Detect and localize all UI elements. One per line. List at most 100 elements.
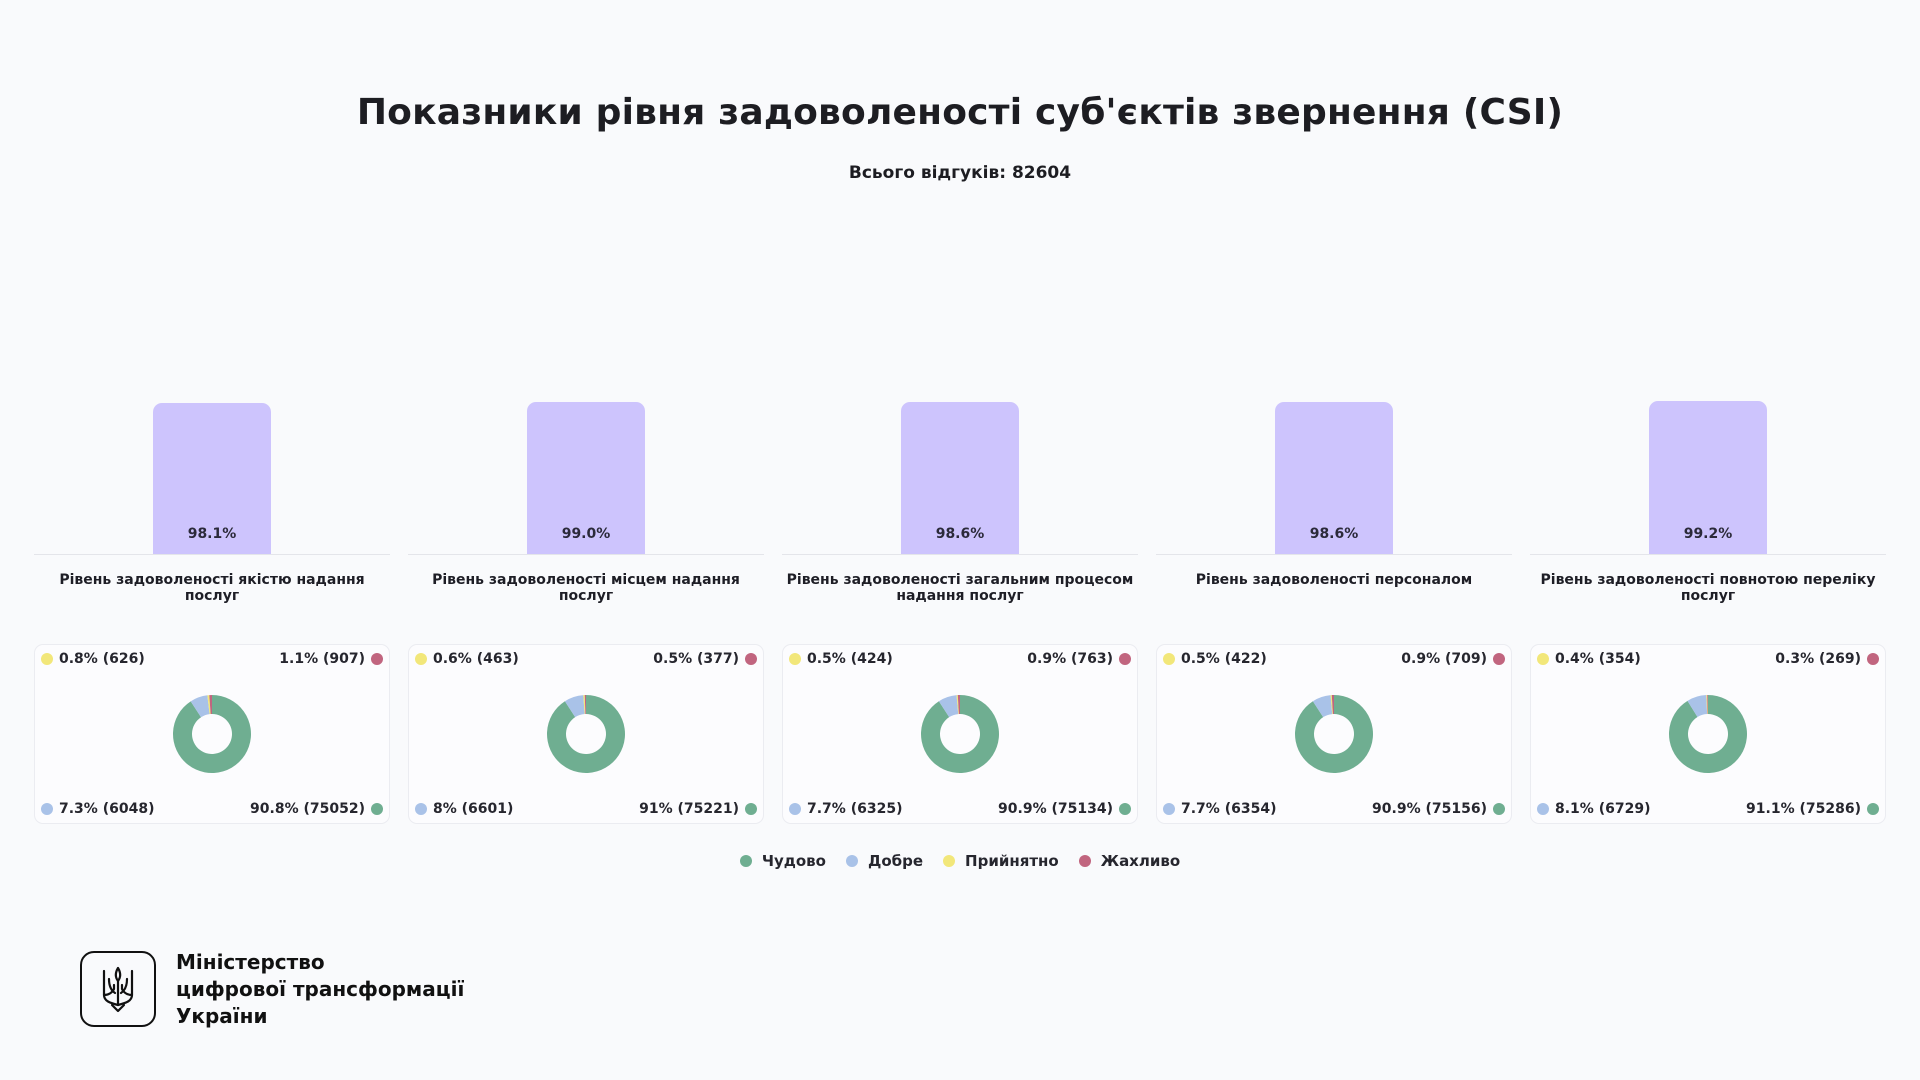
category-label: Рівень задоволеності персоналом xyxy=(1195,572,1473,588)
breakdown-acceptable: 0.8% (626) xyxy=(41,651,145,667)
ministry-name-line: України xyxy=(176,1004,268,1028)
great-dot xyxy=(1493,803,1505,815)
chart-legend: Чудово Добре Прийнятно Жахливо xyxy=(0,852,1920,870)
bar xyxy=(527,401,645,554)
bar-value-label: 98.1% xyxy=(187,526,237,542)
donut-slice-great xyxy=(921,695,999,773)
breakdown-great: 90.9% (75134) xyxy=(998,801,1131,817)
breakdown-good-label: 8% (6601) xyxy=(433,801,514,817)
legend-label: Жахливо xyxy=(1100,852,1181,870)
legend-label: Чудово xyxy=(761,852,826,870)
donut-slice-terrible xyxy=(584,695,586,715)
donut-slice-great xyxy=(1669,695,1747,773)
breakdown-good: 7.3% (6048) xyxy=(41,801,154,817)
good-dot xyxy=(41,803,53,815)
donut-chart xyxy=(547,695,625,773)
donut-slice-good xyxy=(938,695,959,718)
good-dot xyxy=(845,855,858,867)
good-dot xyxy=(1163,803,1175,815)
donut-slice-terrible xyxy=(1331,695,1334,715)
breakdown-acceptable: 0.5% (422) xyxy=(1163,651,1267,667)
breakdown-terrible: 1.1% (907) xyxy=(279,651,383,667)
donut-slice-great xyxy=(1295,695,1373,773)
breakdown-terrible-label: 0.3% (269) xyxy=(1775,651,1861,667)
bar xyxy=(901,402,1019,554)
donut-slice-acceptable xyxy=(207,695,211,715)
ministry-name-line: Міністерство xyxy=(176,950,325,974)
terrible-dot xyxy=(1867,653,1879,665)
breakdown-terrible-label: 0.5% (377) xyxy=(653,651,739,667)
breakdown-great: 91% (75221) xyxy=(639,801,757,817)
breakdown-great-label: 90.9% (75134) xyxy=(998,801,1113,817)
breakdown-acceptable: 0.6% (463) xyxy=(415,651,519,667)
terrible-dot xyxy=(1493,653,1505,665)
good-dot xyxy=(1537,803,1549,815)
breakdown-good-label: 7.7% (6354) xyxy=(1181,801,1277,817)
donut-chart xyxy=(921,695,999,773)
breakdown-acceptable: 0.5% (424) xyxy=(789,651,893,667)
breakdown-acceptable: 0.4% (354) xyxy=(1537,651,1641,667)
total-responses: Всього відгуків: 82604 xyxy=(848,163,1072,183)
donut-slice-great xyxy=(173,695,251,773)
acceptable-dot xyxy=(41,653,53,665)
donut-slice-terrible xyxy=(1707,695,1708,715)
donut-slice-good xyxy=(1687,695,1708,717)
breakdown-card: 0.8% (626) 1.1% (907) 7.3% (6048) 90.8% (75… xyxy=(34,644,390,824)
donut-chart xyxy=(1295,695,1373,773)
chart-column: 98.6% Рівень задоволеності персоналом 0.5%… xyxy=(1156,390,1512,824)
terrible-dot xyxy=(1078,855,1091,867)
page-title: Показники рівня задоволеності суб'єктів … xyxy=(356,92,1564,133)
breakdown-acceptable-label: 0.6% (463) xyxy=(433,651,519,667)
breakdown-acceptable-label: 0.8% (626) xyxy=(59,651,145,667)
good-dot xyxy=(789,803,801,815)
great-dot xyxy=(739,855,752,867)
breakdown-good: 7.7% (6325) xyxy=(789,801,902,817)
donut-slice-acceptable xyxy=(1330,695,1333,715)
chart-column: 98.6% Рівень задоволеності загальним проц… xyxy=(782,390,1138,824)
great-dot xyxy=(745,803,757,815)
breakdown-great: 91.1% (75286) xyxy=(1746,801,1879,817)
legend-label: Добре xyxy=(867,852,924,870)
breakdown-terrible: 0.9% (763) xyxy=(1027,651,1131,667)
breakdown-great-label: 91% (75221) xyxy=(639,801,739,817)
trident-icon xyxy=(102,966,134,1013)
breakdown-great-label: 90.9% (75156) xyxy=(1372,801,1487,817)
terrible-dot xyxy=(1119,653,1131,665)
donut-chart xyxy=(1669,695,1747,773)
breakdown-terrible-label: 0.9% (763) xyxy=(1027,651,1113,667)
breakdown-good: 7.7% (6354) xyxy=(1163,801,1276,817)
acceptable-dot xyxy=(1537,653,1549,665)
bar-area: 99.2% xyxy=(1530,390,1886,555)
chart-column: 99.2% Рівень задоволеності повнотою перел… xyxy=(1530,390,1886,824)
breakdown-acceptable-label: 0.5% (422) xyxy=(1181,651,1267,667)
bar xyxy=(1649,401,1767,554)
donut-slice-acceptable xyxy=(1706,695,1708,715)
category-label: Рівень задоволеності повнотою переліку п… xyxy=(1540,572,1876,604)
breakdown-terrible: 0.5% (377) xyxy=(653,651,757,667)
great-dot xyxy=(1119,803,1131,815)
legend-item-great: Чудово xyxy=(739,852,826,870)
category-label: Рівень задоволеності місцем надання посл… xyxy=(432,572,740,604)
donut-slice-terrible xyxy=(957,695,960,715)
donut-slice-great xyxy=(547,695,625,773)
ministry-logo xyxy=(80,951,156,1027)
breakdown-card: 0.4% (354) 0.3% (269) 8.1% (6729) 91.1% (75… xyxy=(1530,644,1886,824)
breakdown-terrible: 0.9% (709) xyxy=(1401,651,1505,667)
donut-slice-acceptable xyxy=(583,695,586,715)
great-dot xyxy=(371,803,383,815)
chart-column: 98.1% Рівень задоволеності якістю надання… xyxy=(34,390,390,824)
breakdown-card: 0.5% (424) 0.9% (763) 7.7% (6325) 90.9% (75… xyxy=(782,644,1138,824)
breakdown-good: 8.1% (6729) xyxy=(1537,801,1650,817)
bar-area: 98.1% xyxy=(34,390,390,555)
breakdown-great: 90.9% (75156) xyxy=(1372,801,1505,817)
donut-slice-good xyxy=(564,695,585,718)
acceptable-dot xyxy=(943,855,956,867)
bar-area: 99.0% xyxy=(408,390,764,555)
ministry-name-line: цифрової трансформації xyxy=(176,977,465,1001)
breakdown-great-label: 91.1% (75286) xyxy=(1746,801,1861,817)
bar-area: 98.6% xyxy=(782,390,1138,555)
terrible-dot xyxy=(371,653,383,665)
acceptable-dot xyxy=(415,653,427,665)
bar-value-label: 98.6% xyxy=(1309,526,1359,542)
breakdown-terrible-label: 0.9% (709) xyxy=(1401,651,1487,667)
